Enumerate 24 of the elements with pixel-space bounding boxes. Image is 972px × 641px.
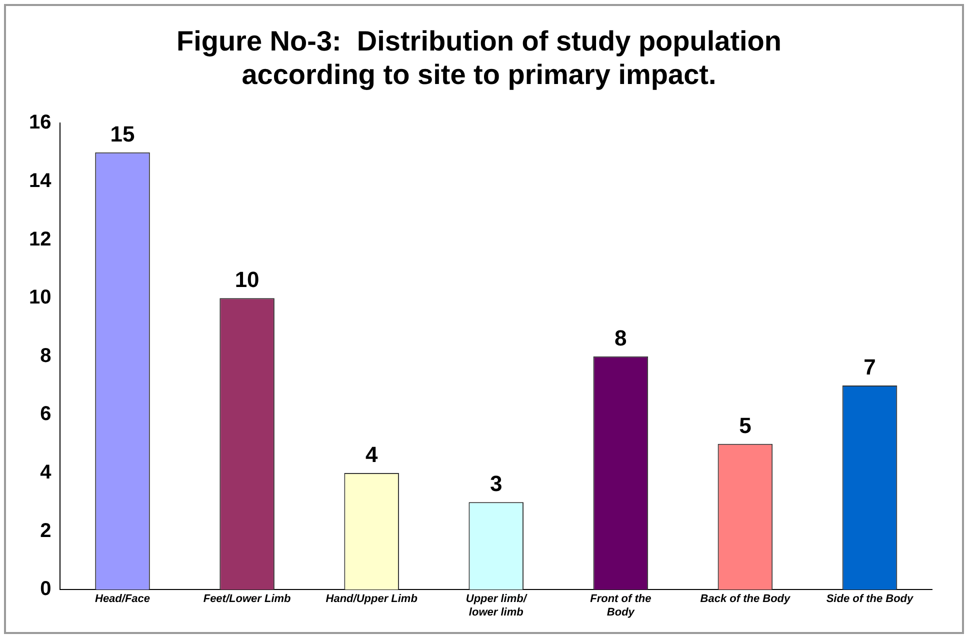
x-tick-label: Head/Face: [95, 593, 150, 606]
y-tick-label: 6: [40, 403, 52, 426]
data-label: 5: [739, 412, 752, 438]
y-tick-label: 4: [40, 462, 52, 484]
data-label: 10: [234, 267, 260, 292]
data-label: 3: [490, 471, 502, 496]
data-label: 4: [365, 442, 378, 468]
data-label: 15: [110, 121, 135, 146]
y-tick-label: 8: [40, 344, 52, 367]
x-tick-label: Back of the Body: [700, 593, 791, 606]
x-tick-label: Side of the Body: [826, 593, 914, 606]
chart-title: Figure No-3: Distribution of study population according to site to primary impact.: [176, 26, 782, 90]
y-tick-label: 0: [40, 578, 52, 600]
y-tick-label: 10: [28, 286, 52, 309]
x-tick-label: Feet/Lower Limb: [203, 593, 292, 606]
data-label: 8: [614, 325, 627, 350]
y-tick-label: 2: [40, 520, 52, 542]
x-tick-label: Upper limb/ lower limb: [466, 593, 528, 618]
y-tick-label: 16: [28, 112, 52, 134]
data-label: 7: [864, 354, 876, 380]
y-tick-label: 12: [28, 228, 52, 250]
x-tick-label: Front of the Body: [590, 593, 652, 618]
x-tick-label: Hand/Upper Limb: [326, 593, 418, 606]
y-tick-label: 14: [28, 170, 52, 192]
